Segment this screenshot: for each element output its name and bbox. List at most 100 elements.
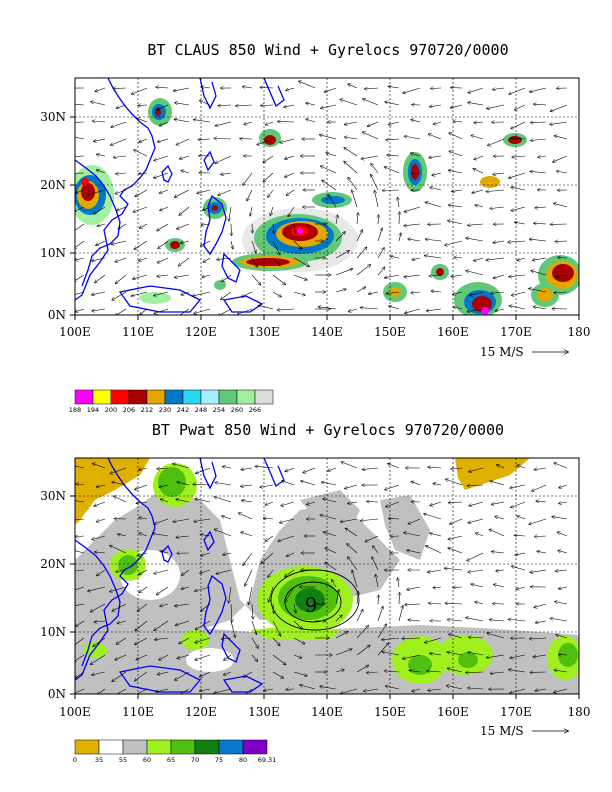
wind-vector bbox=[319, 135, 337, 140]
wind-vector bbox=[348, 308, 358, 312]
wind-vector bbox=[445, 240, 463, 245]
wind-vector bbox=[411, 292, 421, 293]
wind-vector bbox=[175, 671, 190, 680]
wind-vector bbox=[555, 241, 568, 242]
wind-vector bbox=[429, 156, 442, 158]
panel2-x-tick-labels: 100E 110E 120E 130E 140E 150E 160E 170E … bbox=[59, 705, 590, 719]
wind-vector bbox=[116, 206, 127, 211]
wind-vector bbox=[134, 150, 148, 157]
wind-vector bbox=[260, 484, 274, 487]
wind-vector bbox=[403, 654, 421, 659]
x-tick-label: 180 bbox=[568, 705, 591, 719]
colorbar-swatch bbox=[182, 389, 202, 405]
wind-vector bbox=[203, 206, 211, 210]
wind-vector bbox=[529, 518, 547, 524]
wind-vector bbox=[272, 637, 280, 646]
wind-vector bbox=[328, 467, 337, 471]
wind-vector bbox=[175, 274, 190, 277]
wind-vector bbox=[554, 670, 568, 673]
wind-vector bbox=[160, 499, 169, 503]
panel1-tickmarks bbox=[70, 116, 580, 320]
wind-vector bbox=[75, 206, 85, 211]
wind-vector bbox=[91, 102, 106, 106]
wind-vector bbox=[411, 153, 421, 157]
wind-vector bbox=[449, 133, 463, 140]
wind-vector bbox=[261, 105, 274, 106]
wind-vector bbox=[286, 87, 295, 90]
wind-vector bbox=[243, 172, 253, 185]
wind-vector bbox=[538, 156, 547, 157]
wind-vector bbox=[243, 671, 253, 677]
wind-vector bbox=[293, 671, 307, 676]
wind-vector bbox=[448, 205, 463, 208]
wind-vector bbox=[135, 671, 148, 681]
wind-vector bbox=[139, 533, 148, 537]
wind-vector bbox=[157, 257, 169, 263]
wind-vector bbox=[430, 533, 442, 537]
wind-vector bbox=[550, 618, 568, 622]
wind-vector bbox=[320, 686, 337, 690]
wind-vector bbox=[534, 223, 547, 224]
wind-vector bbox=[215, 155, 232, 163]
wind-vector bbox=[154, 172, 169, 178]
gyre-label: 9 bbox=[305, 593, 318, 617]
wind-vector bbox=[450, 104, 463, 108]
wind-vector bbox=[348, 177, 358, 191]
wind-vector bbox=[530, 87, 547, 92]
wind-vector bbox=[280, 518, 295, 523]
wind-vector bbox=[154, 308, 169, 314]
wind-vector bbox=[294, 223, 296, 233]
wind-vector bbox=[530, 569, 547, 572]
wind-vector bbox=[467, 485, 484, 486]
wind-vector bbox=[535, 207, 547, 208]
wind-vector bbox=[474, 257, 484, 261]
wind-vector bbox=[75, 257, 85, 260]
wind-vector bbox=[431, 88, 442, 89]
wind-vector bbox=[411, 481, 421, 486]
wind-vector bbox=[429, 603, 442, 604]
wind-vector bbox=[448, 221, 463, 225]
wind-vector bbox=[178, 257, 190, 266]
wind-vector bbox=[159, 121, 169, 126]
gyre-marker-1 bbox=[297, 228, 303, 234]
wind-vector bbox=[75, 536, 85, 537]
wind-vector bbox=[341, 462, 358, 469]
wind-vector bbox=[466, 271, 484, 276]
panel1-y-tick-labels: 0N 10N 20N 30N bbox=[40, 110, 66, 322]
wind-vector bbox=[386, 139, 400, 140]
wind-vector bbox=[277, 309, 295, 310]
wind-vector bbox=[446, 686, 463, 690]
wind-vector bbox=[356, 265, 370, 276]
wind-vector bbox=[531, 271, 547, 276]
wind-vector bbox=[554, 136, 568, 140]
wind-vector bbox=[356, 626, 368, 639]
wind-vector bbox=[300, 685, 316, 690]
wind-vector bbox=[76, 484, 85, 485]
wind-vector bbox=[230, 620, 235, 637]
wind-vector bbox=[75, 671, 85, 678]
wind-vector bbox=[510, 654, 526, 658]
wind-vector bbox=[448, 535, 463, 539]
wind-vector bbox=[377, 248, 384, 259]
wind-vector bbox=[534, 468, 547, 470]
wind-vector bbox=[340, 688, 358, 694]
wind-vector bbox=[385, 274, 400, 278]
wind-vector bbox=[556, 635, 568, 639]
wind-vector bbox=[135, 620, 148, 631]
wind-vector bbox=[195, 499, 211, 503]
wind-vector bbox=[466, 238, 484, 242]
wind-vector bbox=[160, 603, 169, 606]
wind-vector bbox=[448, 170, 463, 174]
wind-vector bbox=[112, 671, 127, 681]
wind-vector bbox=[154, 291, 169, 296]
wind-vector bbox=[555, 602, 568, 605]
wind-vector bbox=[431, 291, 442, 292]
wind-vector bbox=[193, 484, 211, 485]
wind-vector bbox=[157, 104, 169, 110]
x-tick-label: 140E bbox=[311, 325, 343, 339]
wind-vector bbox=[428, 569, 442, 572]
wind-vector bbox=[493, 88, 505, 90]
wind-vector bbox=[118, 223, 127, 229]
wind-vector bbox=[469, 501, 484, 506]
wind-vector bbox=[425, 202, 442, 208]
